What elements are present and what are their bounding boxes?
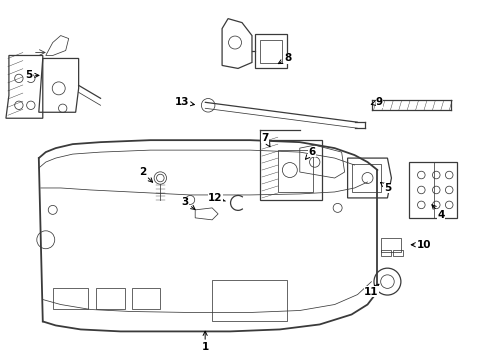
Bar [212, 280, 286, 321]
Text: 1: 1 [201, 331, 208, 352]
Text: 8: 8 [278, 54, 291, 64]
Text: 10: 10 [410, 240, 431, 250]
Text: 3: 3 [181, 197, 195, 210]
Text: 9: 9 [370, 97, 382, 107]
Bar [381, 238, 401, 252]
Bar [381, 250, 390, 256]
Text: 11: 11 [364, 284, 378, 297]
Text: 5: 5 [380, 183, 390, 193]
Text: 7: 7 [261, 133, 269, 147]
Bar [277, 150, 312, 192]
Text: 4: 4 [431, 205, 444, 220]
Text: 12: 12 [207, 193, 225, 203]
Text: 6: 6 [305, 147, 315, 159]
Text: 5: 5 [25, 71, 39, 80]
Bar [254, 33, 286, 68]
Bar [393, 250, 403, 256]
Text: 2: 2 [139, 167, 152, 182]
Text: 13: 13 [175, 97, 194, 107]
Bar [260, 40, 281, 63]
Bar [351, 164, 381, 192]
